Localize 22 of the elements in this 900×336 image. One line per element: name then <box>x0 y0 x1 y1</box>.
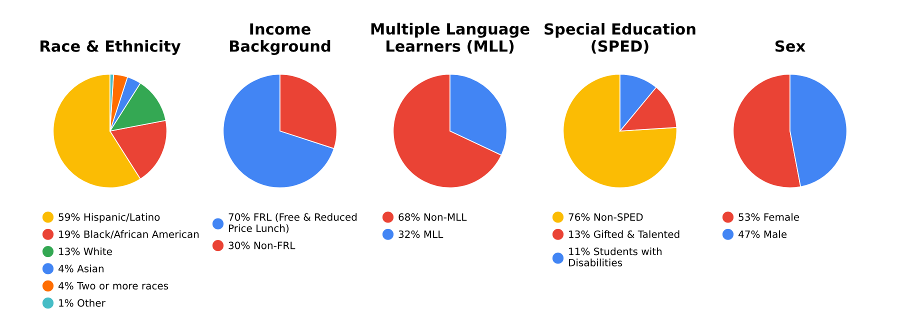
pie-slice <box>222 74 334 188</box>
legend-label: 30% Non-FRL <box>228 242 296 250</box>
legend-label: 4% Asian <box>58 264 104 272</box>
legend-label: 32% MLL <box>398 230 444 238</box>
pie-slice <box>562 74 678 188</box>
legend-label: 59% Hispanic/Latino <box>58 213 160 223</box>
legend-label: 68% Non-MLL <box>398 213 467 221</box>
chart-title: Special Education (SPED) <box>544 22 696 54</box>
legend-label: 76% Non-SPED <box>568 213 643 221</box>
legend-label: 70% FRL (Free & Reduced Price Lunch) <box>228 213 357 234</box>
legend-label: 47% Male <box>738 230 787 238</box>
legend-label: 13% White <box>59 247 112 256</box>
chart-title: Multiple Language Learners (MLL) <box>371 22 530 54</box>
chart-title: Income Background <box>230 23 330 55</box>
legend-label: 11% Students with Disabilities <box>568 247 662 266</box>
chart-title: Sex <box>775 40 806 52</box>
legend-label: 1% Other <box>59 298 106 307</box>
chart-title: Race & Ethnicity <box>40 40 181 55</box>
legend-label: 13% Gifted & Talented <box>569 230 680 238</box>
legend-label: 19% Black/African American <box>59 230 199 239</box>
legend-label: 4% Two or more races <box>58 282 168 290</box>
legend-label: 53% Female <box>738 213 800 221</box>
